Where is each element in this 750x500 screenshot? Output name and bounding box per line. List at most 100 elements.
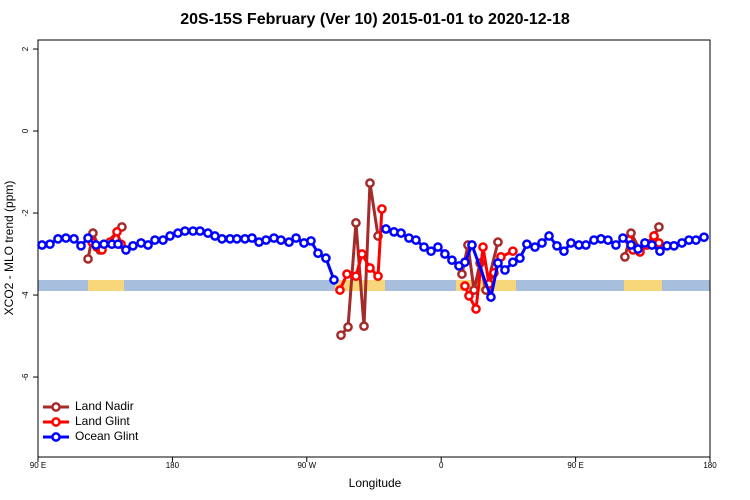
point: [411, 235, 421, 245]
point: [552, 240, 562, 251]
point: [493, 237, 503, 247]
point: [37, 240, 47, 250]
y-tick-label: 2: [21, 46, 30, 51]
point: [232, 234, 242, 244]
point: [419, 242, 429, 252]
plot-frame: [37, 39, 711, 458]
series-line: [86, 182, 661, 337]
point: [121, 245, 131, 255]
point: [217, 234, 227, 244]
point: [321, 253, 331, 263]
point: [433, 242, 443, 252]
point: [335, 285, 345, 295]
x-tick-label: 90 E: [567, 461, 583, 470]
point: [365, 263, 375, 273]
point: [522, 239, 532, 250]
point: [691, 235, 701, 245]
point: [544, 231, 554, 241]
legend-marker: [51, 402, 61, 412]
point: [566, 238, 576, 248]
point: [61, 233, 71, 243]
x-tick-label: 180: [166, 461, 180, 470]
point: [649, 231, 659, 241]
point: [426, 246, 436, 257]
y-tick-label: 0: [21, 128, 30, 133]
point: [559, 246, 569, 257]
point: [313, 248, 323, 259]
point: [165, 231, 175, 241]
point: [620, 252, 630, 262]
chart-title: 20S-15S February (Ver 10) 2015-01-01 to …: [180, 11, 570, 28]
point: [647, 240, 657, 250]
point: [158, 235, 168, 245]
point: [329, 275, 339, 285]
land-band: [624, 280, 662, 291]
point: [351, 271, 361, 282]
point: [537, 238, 547, 248]
point: [618, 233, 628, 243]
x-tick-label: 90 E: [30, 461, 46, 470]
point: [493, 258, 503, 268]
point: [457, 269, 467, 279]
point: [471, 304, 481, 314]
point: [343, 322, 353, 332]
point: [291, 233, 301, 243]
point: [69, 234, 79, 244]
x-tick-label: 90 W: [297, 461, 316, 470]
point: [83, 254, 93, 264]
point: [486, 292, 496, 302]
surface-mask: [38, 280, 710, 291]
land-band: [88, 280, 124, 291]
point: [180, 226, 190, 236]
y-tick-label: -4: [21, 291, 30, 299]
legend-label: Land Nadir: [75, 399, 134, 413]
point: [365, 178, 375, 188]
point: [306, 236, 316, 246]
x-tick-label: 180: [703, 461, 717, 470]
point: [478, 242, 488, 252]
point: [581, 240, 591, 250]
point: [143, 240, 153, 250]
point: [655, 246, 665, 257]
point: [508, 246, 518, 257]
point: [381, 224, 391, 234]
point: [447, 255, 457, 266]
x-tick-label: 0: [439, 461, 444, 470]
point: [247, 233, 257, 243]
point: [357, 249, 367, 259]
point: [45, 239, 55, 250]
point: [91, 240, 101, 250]
x-axis-label: Longitude: [349, 476, 402, 490]
y-tick-label: -2: [21, 209, 30, 217]
point: [83, 233, 93, 243]
point: [150, 235, 160, 245]
point: [261, 235, 271, 245]
point: [460, 257, 470, 268]
point: [460, 281, 470, 291]
point: [284, 237, 294, 247]
point: [464, 291, 474, 301]
legend-label: Land Glint: [75, 414, 130, 428]
point: [500, 265, 510, 275]
point: [626, 240, 636, 250]
point: [359, 321, 369, 332]
point: [530, 242, 540, 252]
point: [336, 330, 346, 341]
point: [53, 234, 63, 244]
legend-marker: [51, 417, 61, 427]
point: [112, 227, 122, 237]
point: [508, 257, 518, 268]
point: [373, 271, 383, 282]
legend-marker: [51, 432, 61, 442]
y-axis-label: XCO2 - MLO trend (ppm): [2, 181, 16, 316]
point: [515, 253, 525, 263]
y-tick-label: -6: [21, 373, 30, 381]
point: [654, 222, 664, 232]
point: [276, 235, 286, 245]
point: [467, 240, 477, 250]
point: [195, 226, 205, 236]
point: [603, 235, 613, 245]
point: [633, 244, 643, 254]
